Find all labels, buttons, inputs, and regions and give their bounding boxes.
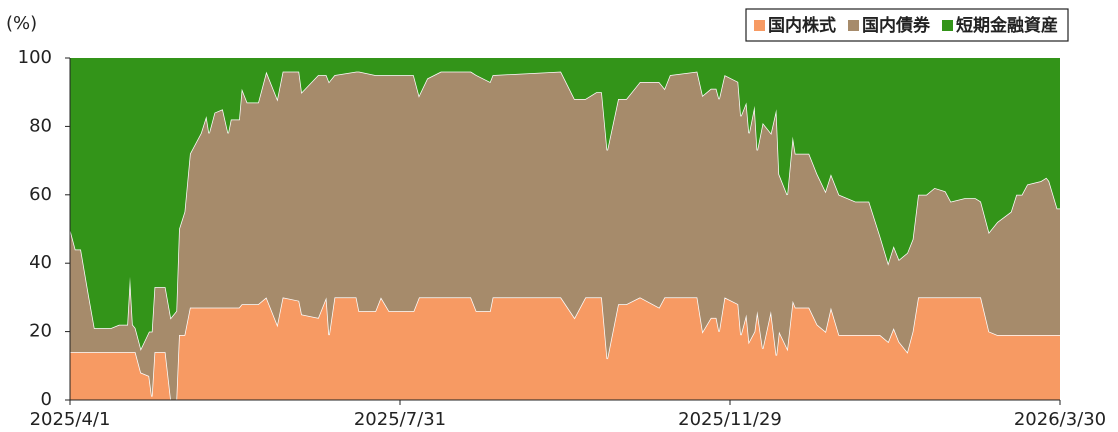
y-axis-label: (%) [6, 13, 37, 34]
legend-box [745, 8, 1069, 42]
area [70, 297, 1060, 400]
area [70, 71, 1060, 401]
y-tick-label: 100 [18, 47, 52, 68]
legend-swatch [754, 20, 765, 31]
y-tick-label: 0 [41, 389, 52, 410]
y-tick-label: 20 [29, 321, 52, 342]
area [70, 58, 1060, 349]
legend-label: 国内債券 [862, 15, 931, 36]
legend-swatch [942, 20, 953, 31]
y-tick-label: 60 [29, 184, 52, 205]
legend-swatch [848, 20, 859, 31]
x-tick-label: 2025/11/29 [678, 409, 782, 430]
axes: 0 20 40 60 80 100 2025/4/1 2025/7/31 2025/11/29 2… [18, 47, 1107, 430]
x-tick-label: 2026/3/30 [1014, 409, 1106, 430]
legend-label: 国内株式 [768, 15, 836, 36]
y-tick-label: 80 [29, 115, 52, 136]
legend: 国内株式 国内債券 短期金融資産 [745, 8, 1069, 42]
legend-label: 短期金融資産 [956, 15, 1058, 36]
x-tick-label: 2025/7/31 [354, 409, 446, 430]
x-tick-label: 2025/4/1 [30, 409, 111, 430]
plot [69, 58, 1060, 401]
y-tick-label: 40 [29, 252, 52, 273]
